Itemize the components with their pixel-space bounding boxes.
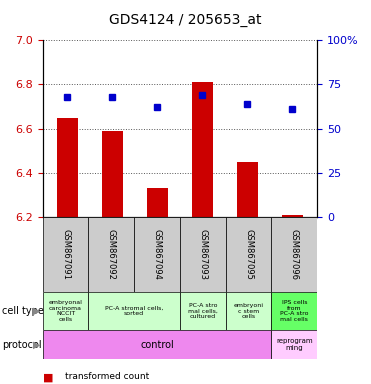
Text: embryoni
c stem
cells: embryoni c stem cells (234, 303, 263, 319)
Text: GDS4124 / 205653_at: GDS4124 / 205653_at (109, 13, 262, 27)
Text: ▶: ▶ (33, 306, 40, 316)
Bar (226, 217, 272, 292)
Text: ■: ■ (43, 372, 53, 382)
Bar (43, 217, 88, 292)
Bar (147, 188, 168, 217)
Bar (180, 292, 226, 330)
Text: GSM867094: GSM867094 (152, 229, 161, 280)
Bar (57, 118, 78, 217)
Text: PC-A stromal cells,
sorted: PC-A stromal cells, sorted (105, 306, 163, 316)
Text: protocol: protocol (2, 339, 42, 350)
Text: GSM867092: GSM867092 (107, 229, 116, 280)
Bar (272, 292, 317, 330)
Bar (272, 330, 317, 359)
Text: GSM867095: GSM867095 (244, 229, 253, 280)
Bar (134, 217, 180, 292)
Text: reprogram
ming: reprogram ming (276, 338, 313, 351)
Bar (88, 292, 180, 330)
Text: GSM867093: GSM867093 (198, 229, 207, 280)
Text: cell type: cell type (2, 306, 44, 316)
Bar (237, 162, 257, 217)
Text: GSM867091: GSM867091 (61, 229, 70, 280)
Bar (180, 217, 226, 292)
Text: GSM867096: GSM867096 (290, 229, 299, 280)
Bar (272, 217, 317, 292)
Bar (282, 215, 303, 217)
Bar (43, 330, 272, 359)
Bar (43, 292, 88, 330)
Text: control: control (140, 339, 174, 350)
Bar (102, 131, 122, 217)
Text: ▶: ▶ (33, 339, 40, 350)
Text: PC-A stro
mal cells,
cultured: PC-A stro mal cells, cultured (188, 303, 218, 319)
Text: transformed count: transformed count (65, 372, 149, 381)
Text: embryonal
carcinoma
NCCIT
cells: embryonal carcinoma NCCIT cells (49, 300, 82, 322)
Bar (226, 292, 272, 330)
Bar (192, 82, 213, 217)
Bar (88, 217, 134, 292)
Text: IPS cells
from
PC-A stro
mal cells: IPS cells from PC-A stro mal cells (280, 300, 309, 322)
